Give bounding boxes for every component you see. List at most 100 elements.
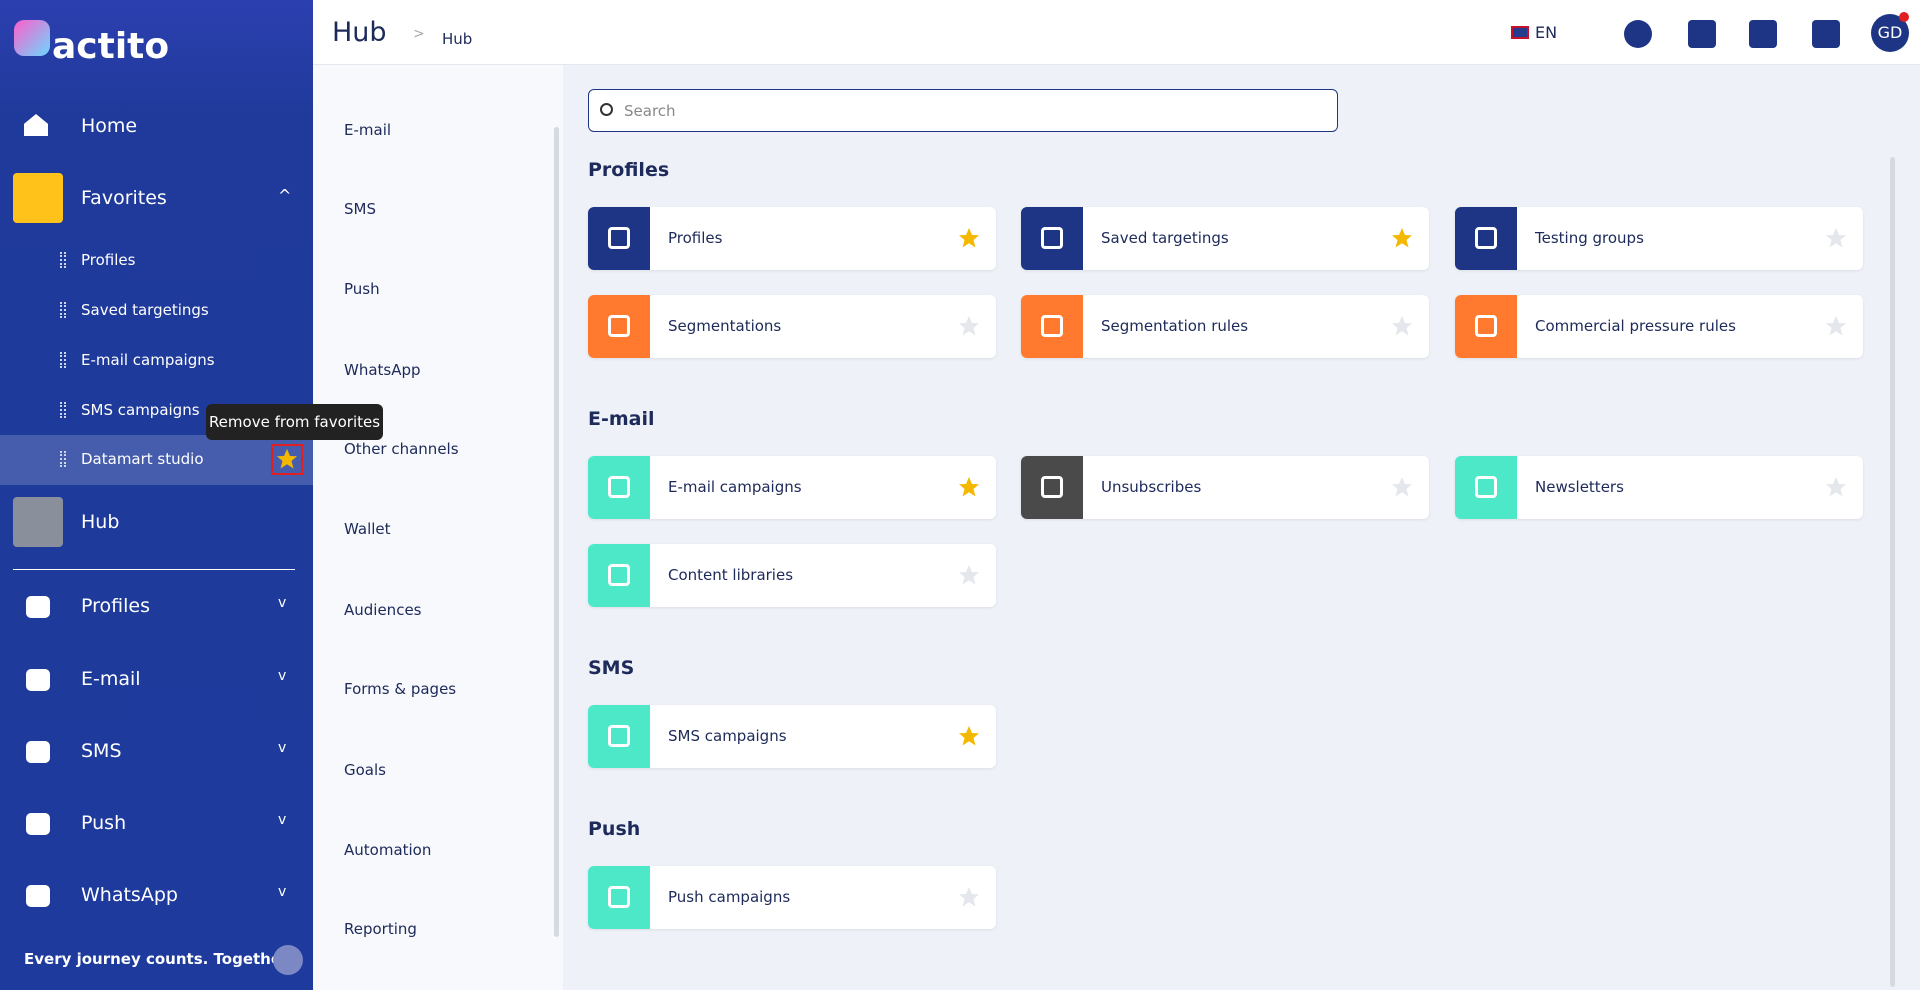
card-icon [588,866,650,929]
menu-icon [26,596,50,618]
favorite-star[interactable] [1390,314,1414,338]
card-label: Push campaigns [668,888,791,906]
nav-item[interactable]: WhatsApp [81,884,178,906]
drag-handle [60,302,66,318]
hub-card[interactable]: Content libraries [588,544,996,607]
header-icon[interactable] [1812,20,1840,48]
hub-card[interactable]: Unsubscribes [1021,456,1429,519]
favorite-star[interactable] [957,226,981,250]
favorite-star[interactable] [1824,226,1848,250]
active-row [0,435,313,485]
favorite-star[interactable] [1824,314,1848,338]
favorite-item[interactable]: Saved targetings [81,301,209,319]
favorite-star[interactable] [957,885,981,909]
subnav-item[interactable]: WhatsApp [344,361,421,379]
card-glyph [608,227,630,249]
favorite-item[interactable]: Datamart studio [81,450,204,468]
favorites-icon [13,173,63,223]
tooltip: Remove from favorites [206,404,383,440]
header-icon[interactable] [1749,20,1777,48]
favorite-star[interactable] [957,724,981,748]
hub-card[interactable]: Segmentations [588,295,996,358]
star-highlight [271,444,303,475]
card-glyph [1041,476,1063,498]
favorite-star[interactable] [1824,475,1848,499]
favorite-star[interactable] [275,447,299,471]
chevron: v [278,884,287,900]
nav-item[interactable]: E-mail [81,668,141,690]
hub-card[interactable]: Saved targetings [1021,207,1429,270]
card-glyph [608,476,630,498]
subnav-item[interactable]: Other channels [344,440,459,458]
tagline: Every journey counts. Together. [24,950,292,968]
subnav-item[interactable]: Goals [344,761,386,779]
card-glyph [1475,227,1497,249]
hub-card[interactable]: Commercial pressure rules [1455,295,1863,358]
scrollbar [554,127,559,937]
favorite-star[interactable] [957,563,981,587]
search-icon [600,103,613,116]
nav-item[interactable]: Favorites [81,187,167,209]
breadcrumb[interactable]: Hub [442,30,473,48]
favorite-item[interactable]: Profiles [81,251,136,269]
nav-item[interactable]: SMS [81,740,122,762]
chevron: ^ [278,186,292,205]
menu-icon [26,669,50,691]
favorite-item[interactable]: E-mail campaigns [81,351,215,369]
subnav-item[interactable]: Wallet [344,520,391,538]
subnav-item[interactable]: Reporting [344,920,417,938]
drag-handle [60,451,66,467]
card-icon [1021,295,1083,358]
hub-card[interactable]: Newsletters [1455,456,1863,519]
card-glyph [1041,227,1063,249]
language[interactable]: EN [1535,23,1558,42]
chevron: v [278,668,287,684]
hub-card[interactable]: Testing groups [1455,207,1863,270]
card-icon [588,705,650,768]
menu-icon [26,813,50,835]
header-icon[interactable] [1688,20,1716,48]
breadcrumb-sep: > [413,26,425,42]
logo-mark [14,20,50,56]
subnav-item[interactable]: SMS [344,200,376,218]
nav-item[interactable]: Home [81,115,138,137]
hub-card[interactable]: Profiles [588,207,996,270]
subnav-item[interactable]: Push [344,280,380,298]
favorite-item[interactable]: SMS campaigns [81,401,200,419]
menu-icon [26,741,50,763]
card-icon [588,456,650,519]
favorite-star[interactable] [1390,475,1414,499]
card-icon [588,544,650,607]
card-label: Profiles [668,229,723,247]
subnav-item[interactable]: Forms & pages [344,680,457,698]
subnav-item[interactable]: E-mail [344,121,392,139]
hub-card[interactable]: SMS campaigns [588,705,996,768]
main: Search Profiles Profiles Saved targetings Te… [563,65,1920,990]
collapse-button[interactable] [273,945,303,975]
page-title: Hub [332,17,387,48]
card-glyph [608,564,630,586]
nav-item[interactable]: Profiles [81,595,150,617]
scrollbar [1890,157,1895,987]
hub-card[interactable]: Push campaigns [588,866,996,929]
favorite-star[interactable] [957,314,981,338]
favorite-star[interactable] [957,475,981,499]
drag-handle [60,402,66,418]
card-icon [1455,295,1517,358]
subnav-item[interactable]: Audiences [344,601,422,619]
card-label: Unsubscribes [1101,478,1202,496]
header-icon[interactable] [1624,20,1652,48]
subnav-item[interactable]: Automation [344,841,432,859]
card-label: Segmentation rules [1101,317,1249,335]
nav-item[interactable]: Push [81,812,127,834]
hub-card[interactable]: Segmentation rules [1021,295,1429,358]
nav-item[interactable]: Hub [81,511,120,533]
header: Hub > Hub EN GD [313,0,1920,65]
search-box[interactable]: Search [588,89,1338,132]
hub-card[interactable]: E-mail campaigns [588,456,996,519]
drag-handle [60,352,66,368]
favorite-star[interactable] [1390,226,1414,250]
card-label: SMS campaigns [668,727,787,745]
divider [13,569,295,570]
